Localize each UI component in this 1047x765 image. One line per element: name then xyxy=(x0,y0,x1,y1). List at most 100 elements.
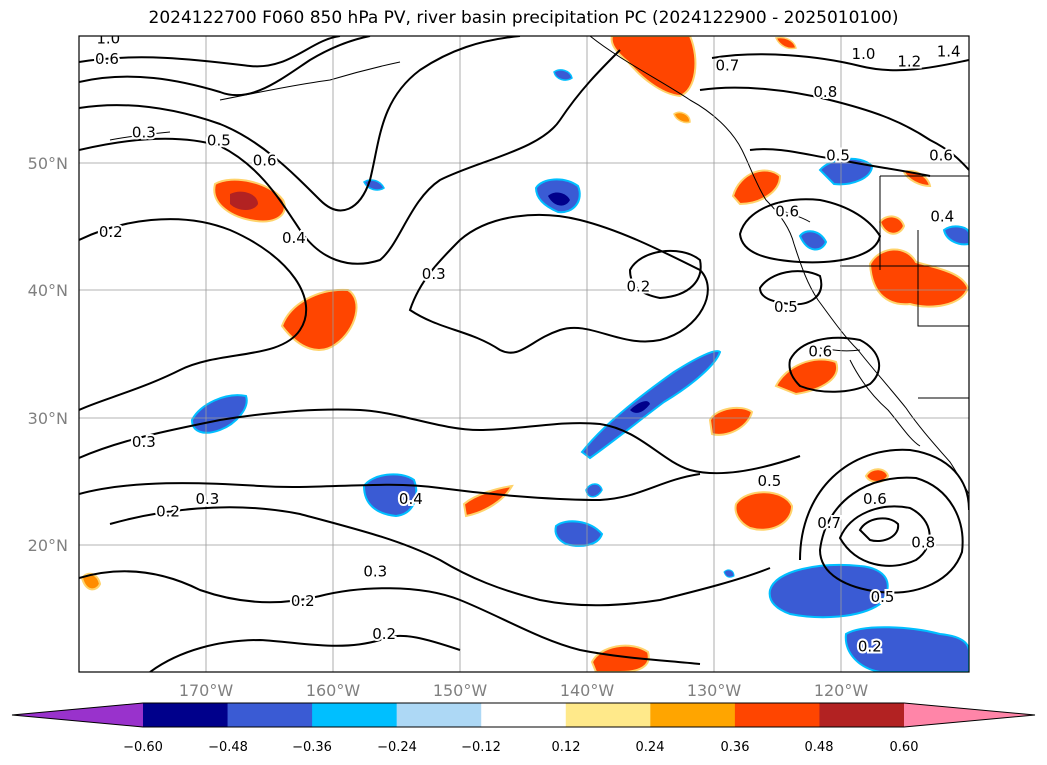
contour-label: 0.7 xyxy=(817,514,841,532)
lon-label: 170°W xyxy=(179,681,234,700)
colorbar-segment xyxy=(819,703,905,727)
colorbar-segment xyxy=(565,703,651,727)
precip-blob xyxy=(80,572,102,591)
precip-blob xyxy=(462,484,514,518)
colorbar-segment xyxy=(396,703,482,727)
colorbar-segment xyxy=(143,703,229,727)
precip-blob xyxy=(731,169,782,206)
colorbar-tick-label: 0.36 xyxy=(721,740,750,755)
precip-blob xyxy=(734,491,794,531)
colorbar-tick-label: 0.48 xyxy=(805,740,834,755)
map-plot-area: 1.0 0.6 1.4 1.2 1.0 0.8 0.7 0.3 0.5 0.6 0.5 0.6 0.2 0… xyxy=(79,30,969,672)
coastlines xyxy=(109,36,969,495)
colorbar-tick-label: −0.12 xyxy=(461,740,501,755)
precip-blob xyxy=(798,230,828,251)
contour-label: 0.4 xyxy=(930,208,954,226)
pv-contours xyxy=(79,36,969,672)
contour-label: 1.2 xyxy=(897,52,921,70)
contour-label: 0.6 xyxy=(253,152,277,170)
contour-label: 0.5 xyxy=(871,588,895,606)
colorbar-segment xyxy=(734,703,820,727)
precip-core xyxy=(548,192,570,206)
contour-label: 0.3 xyxy=(363,563,387,581)
contour-label: 1.0 xyxy=(96,30,120,48)
precip-blob xyxy=(902,170,932,188)
precip-blob xyxy=(580,350,722,460)
contour-label: 0.5 xyxy=(826,147,850,165)
colorbar-segment xyxy=(227,703,313,727)
contour-label: 0.6 xyxy=(863,490,887,508)
contour-label: 0.4 xyxy=(282,229,306,247)
precip-blob xyxy=(610,36,697,98)
contour-label: 0.4 xyxy=(399,490,423,508)
colorbar-extend-max xyxy=(904,703,1035,727)
colorbar-tick-label: −0.24 xyxy=(377,740,417,755)
contour-label: 0.6 xyxy=(929,147,953,165)
colorbar-tick-labels: −0.60 −0.48 −0.36 −0.24 −0.12 0.12 0.24 … xyxy=(123,740,918,755)
colorbar-segment xyxy=(650,703,736,727)
contour-label: 0.5 xyxy=(207,131,231,149)
lon-label: 160°W xyxy=(306,681,361,700)
precip-blob xyxy=(553,69,573,81)
latitude-labels: 50°N 40°N 30°N 20°N xyxy=(28,154,68,555)
precip-core xyxy=(230,191,258,210)
lat-label: 50°N xyxy=(28,154,68,173)
lat-label: 40°N xyxy=(28,281,68,300)
colorbar-segment xyxy=(481,703,567,727)
contour-label: 0.2 xyxy=(858,638,882,656)
lon-label: 130°W xyxy=(687,681,742,700)
contour-label: 0.3 xyxy=(422,265,446,283)
colorbar-outline xyxy=(11,702,1036,728)
colorbar-extend-min xyxy=(12,703,143,727)
colorbar-tick-label: 0.24 xyxy=(636,740,665,755)
contour-label: 0.2 xyxy=(626,278,650,296)
lat-label: 30°N xyxy=(28,409,68,428)
contour-label: 0.2 xyxy=(372,625,396,643)
contour-label: 0.2 xyxy=(156,503,180,521)
lon-label: 140°W xyxy=(560,681,615,700)
map-frame xyxy=(78,35,970,673)
contour-label: 0.2 xyxy=(99,223,123,241)
longitude-labels: 170°W 160°W 150°W 140°W 130°W 120°W xyxy=(179,681,869,700)
colorbar-segment xyxy=(312,703,398,727)
precip-blob xyxy=(844,626,969,672)
contour-label: 0.5 xyxy=(757,472,781,490)
precip-blob xyxy=(774,36,797,50)
contour-label: 0.3 xyxy=(195,490,219,508)
colorbar-tick-label: 0.60 xyxy=(890,740,919,755)
contour-label: 0.7 xyxy=(715,56,739,74)
precip-blob xyxy=(868,248,969,308)
contour-label: 0.3 xyxy=(132,433,156,451)
contour-label: 0.8 xyxy=(813,83,837,101)
contour-label: 0.6 xyxy=(95,50,119,68)
precip-core xyxy=(630,401,650,413)
contour-label: 1.0 xyxy=(852,45,876,63)
precip-blob xyxy=(878,215,906,235)
contour-label: 0.3 xyxy=(132,124,156,142)
figure-title: 2024122700 F060 850 hPa PV, river basin … xyxy=(148,8,899,28)
gridlines xyxy=(79,36,969,672)
lon-label: 120°W xyxy=(814,681,869,700)
contour-label: 0.8 xyxy=(911,533,935,551)
precip-blob xyxy=(708,406,754,436)
pv-contour-labels: 1.0 0.6 1.4 1.2 1.0 0.8 0.7 0.3 0.5 0.6 0.5 0.6 0.2 0… xyxy=(93,30,963,658)
precip-blob xyxy=(673,111,691,124)
lat-label: 20°N xyxy=(28,536,68,555)
contour-label: 0.5 xyxy=(774,298,798,316)
lon-label: 150°W xyxy=(433,681,488,700)
contour-label: 0.6 xyxy=(775,203,799,221)
precip-blob xyxy=(585,483,603,498)
precip-blob xyxy=(864,468,890,483)
colorbar-tick-label: −0.36 xyxy=(292,740,332,755)
colorbar-tick-label: −0.60 xyxy=(123,740,163,755)
contour-label: 0.6 xyxy=(808,342,832,360)
precip-blob xyxy=(723,569,735,578)
contour-label: 0.2 xyxy=(291,592,315,610)
colorbar-tick-label: 0.12 xyxy=(552,740,581,755)
contour-label: 1.4 xyxy=(937,42,961,60)
precip-blob xyxy=(768,564,889,619)
colorbar-tick-label: −0.48 xyxy=(208,740,248,755)
precip-blob xyxy=(942,225,969,246)
colorbar xyxy=(11,702,1036,728)
